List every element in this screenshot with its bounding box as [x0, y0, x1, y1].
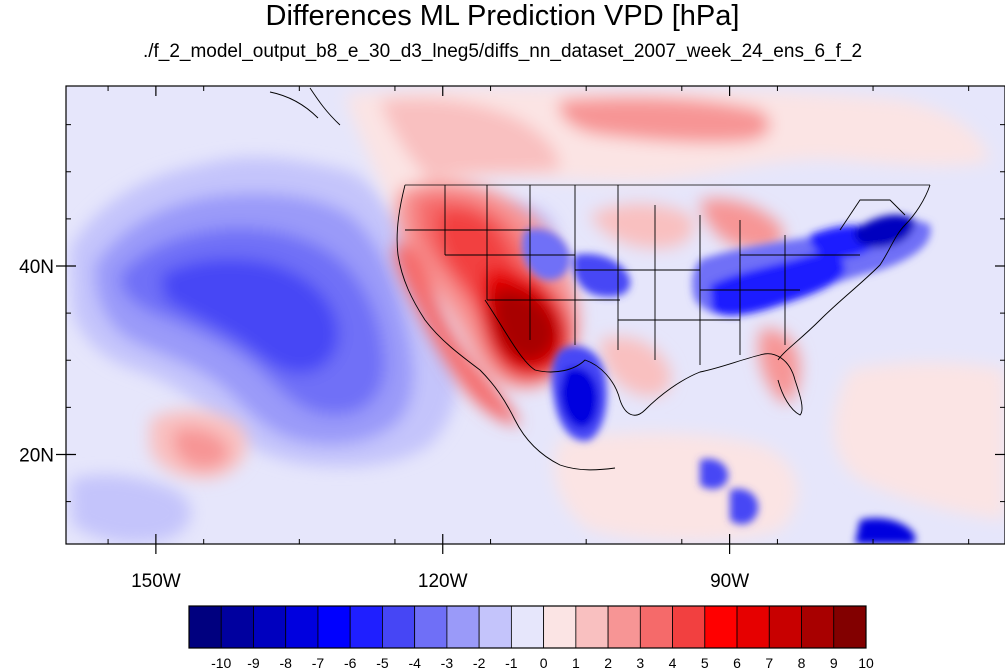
lat-tick-label: 40N [19, 257, 54, 278]
colorbar-swatch [607, 605, 641, 649]
colorbar-swatch [672, 605, 706, 649]
colorbar-swatch [833, 605, 867, 649]
colorbar-swatch [317, 605, 351, 649]
colorbar-swatch [639, 605, 673, 649]
map-subtitle: ./f_2_model_output_b8_e_30_d3_lneg5/diff… [142, 41, 863, 62]
colorbar-swatch [510, 605, 545, 649]
map-axes: 40N 20N 150W 120W 90W [19, 86, 1005, 592]
colorbar-label: 1 [572, 655, 580, 671]
colorbar-label: 4 [669, 655, 677, 671]
colorbar-label: 8 [798, 655, 806, 671]
map-title: Differences ML Prediction VPD [hPa] [265, 0, 740, 32]
lat-tick-label: 20N [19, 445, 54, 466]
colorbar-label: 10 [858, 655, 874, 671]
ocean-pacific-negative-anomaly [70, 157, 556, 544]
colorbar-label: 2 [604, 655, 612, 671]
colorbar-swatch [253, 605, 287, 649]
colorbar-label: -8 [279, 655, 292, 671]
map-plot-area [66, 86, 1005, 544]
colorbar-label: 7 [765, 655, 773, 671]
colorbar-label: -5 [376, 655, 389, 671]
colorbar-label: -2 [473, 655, 486, 671]
colorbar-label: 6 [733, 655, 741, 671]
colorbar-label: 5 [701, 655, 709, 671]
colorbar-label: -9 [247, 655, 260, 671]
colorbar-label: -4 [408, 655, 421, 671]
lon-tick-label: 90W [710, 571, 749, 592]
colorbar-label: -7 [312, 655, 325, 671]
political-boundaries [269, 87, 931, 471]
colorbar-swatch [220, 605, 254, 649]
colorbar-swatch [736, 605, 770, 649]
colorbar-label: 3 [636, 655, 644, 671]
colorbar-frame [188, 605, 867, 649]
colorbar-label: 0 [540, 655, 548, 671]
colorbar-label: -1 [505, 655, 518, 671]
colorbar-swatch [382, 605, 416, 649]
map-frame [65, 85, 1005, 545]
lon-tick-label: 150W [131, 571, 181, 592]
colorbar-swatch [704, 605, 738, 649]
colorbar-swatch [801, 605, 835, 649]
colorbar-swatch [188, 605, 222, 649]
colorbar-swatch [414, 605, 448, 649]
lon-tick-label: 120W [418, 571, 468, 592]
cool-anomaly-cells [522, 214, 931, 544]
colorbar-swatch [478, 605, 512, 649]
colorbar-swatch [575, 605, 609, 649]
colorbar-swatch [285, 605, 319, 649]
colorbar: -10 -9 -8 -7 -6 -5 -4 -3 -2 -1 0 1 2 3 4 5 6 7 8 9 10 [188, 605, 874, 671]
colorbar-label: -10 [211, 655, 231, 671]
colorbar-label: -3 [441, 655, 454, 671]
colorbar-label: 9 [830, 655, 838, 671]
colorbar-swatch [768, 605, 802, 649]
colorbar-label: -6 [344, 655, 357, 671]
colorbar-swatch [543, 605, 577, 649]
colorbar-swatch [446, 605, 480, 649]
colorbar-swatch [349, 605, 383, 649]
